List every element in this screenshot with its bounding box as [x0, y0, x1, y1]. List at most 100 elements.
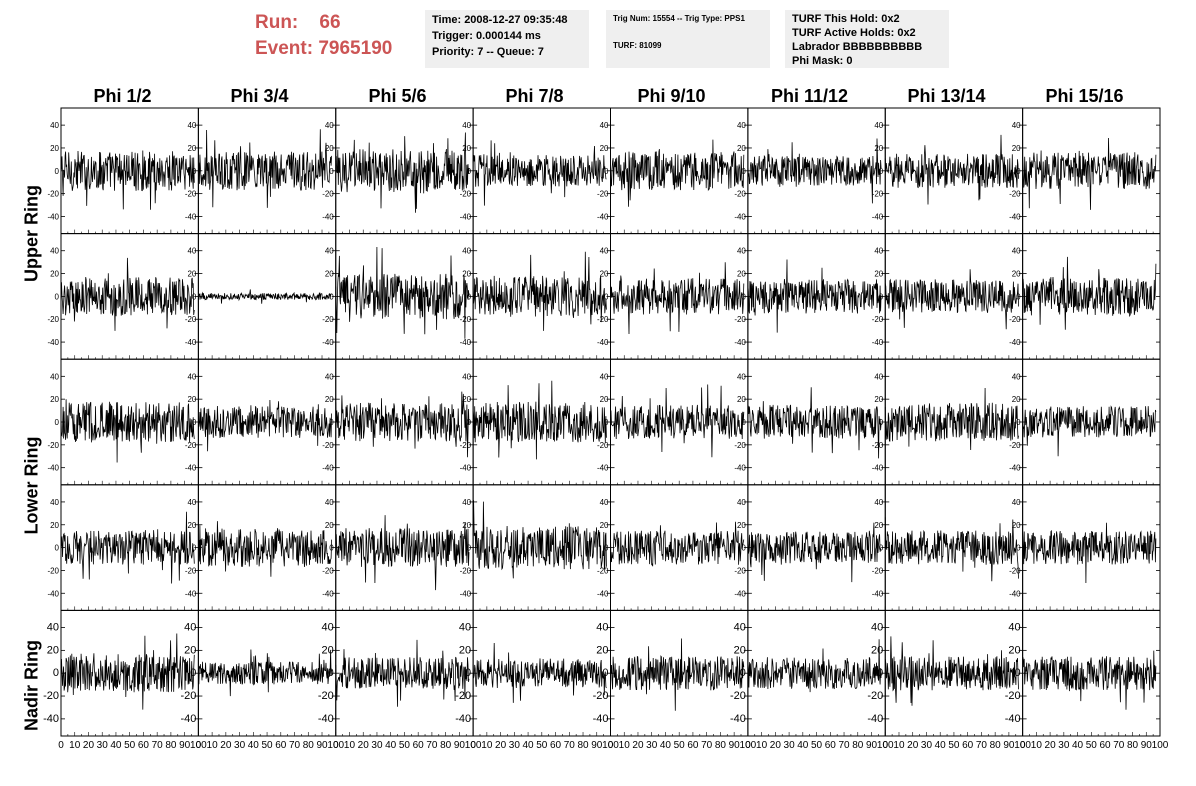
trig-num-text: Trig Num: 15554 -- Trig Type: PPS1	[613, 14, 745, 23]
y-tick-label-r0-c5-0: -40	[734, 212, 746, 221]
y-tick-label-r3-c0-3: 20	[50, 521, 59, 530]
y-tick-label-r3-c1-1: -20	[185, 566, 197, 575]
x-tick-label-c1-3: 30	[234, 740, 246, 751]
x-tick-label-c6-6: 60	[962, 740, 974, 751]
y-tick-label-r4-c4-0: -40	[593, 713, 609, 725]
y-tick-label-r2-c4-0: -40	[597, 464, 609, 473]
y-tick-label-r4-c0-3: 20	[47, 644, 59, 656]
y-tick-label-r2-c3-3: 20	[462, 395, 471, 404]
y-tick-label-r4-c0-2: 0	[53, 667, 59, 679]
y-tick-label-r2-c0-0: -40	[47, 464, 59, 473]
waveform-trace-r4-c5	[747, 639, 882, 693]
x-tick-label-c6-4: 40	[935, 740, 947, 751]
waveform-trace-r1-c1	[198, 289, 332, 304]
y-tick-label-r2-c6-1: -20	[872, 441, 884, 450]
y-tick-label-r2-c6-4: 40	[874, 372, 883, 381]
y-tick-label-r1-c0-3: 20	[50, 270, 59, 279]
x-tick-label-c3-2: 20	[495, 740, 507, 751]
x-tick-label-c3-6: 60	[550, 740, 562, 751]
y-tick-label-r1-c6-2: 0	[879, 292, 884, 301]
x-tick-label-c1-6: 60	[275, 740, 287, 751]
y-tick-label-r4-c6-1: -20	[867, 690, 883, 702]
y-tick-label-r1-c1-1: -20	[185, 315, 197, 324]
x-tick-label-c2-8: 80	[440, 740, 452, 751]
trig-info-box: Trig Num: 15554 -- Trig Type: PPS1 TURF:…	[606, 10, 770, 68]
waveform-trace-r0-c4	[610, 139, 745, 207]
y-tick-label-r1-c3-0: -40	[460, 338, 472, 347]
y-tick-label-r4-c5-1: -20	[730, 690, 746, 702]
waveform-trace-r4-c4	[610, 638, 745, 711]
x-tick-label-c1-1: 10	[207, 740, 219, 751]
y-tick-label-r1-c1-0: -40	[185, 338, 197, 347]
x-tick-label-c5-0: 0	[745, 740, 751, 751]
y-tick-label-r4-c6-0: -40	[867, 713, 883, 725]
y-tick-label-r2-c1-3: 20	[187, 395, 196, 404]
y-tick-label-r2-c2-3: 20	[325, 395, 334, 404]
y-tick-label-r2-c3-4: 40	[462, 372, 471, 381]
waveform-trace-r1-c7	[1022, 256, 1157, 330]
y-tick-label-r3-c5-0: -40	[734, 589, 746, 598]
y-tick-label-r3-c1-0: -40	[185, 589, 197, 598]
waveform-trace-r0-c7	[1022, 137, 1157, 210]
x-tick-label-c5-10: 100	[877, 740, 894, 751]
waveform-trace-r1-c0	[60, 257, 195, 331]
column-label-phi-3-4: Phi 3/4	[230, 86, 289, 106]
waveform-trace-r3-c4	[610, 521, 745, 567]
y-tick-label-r1-c4-2: 0	[604, 292, 609, 301]
y-tick-label-r1-c7-1: -20	[1009, 315, 1021, 324]
waveform-trace-r2-c3	[472, 380, 607, 460]
event-label: Event:	[255, 38, 314, 59]
y-tick-label-r3-c4-4: 40	[600, 498, 609, 507]
y-tick-label-r2-c5-1: -20	[734, 441, 746, 450]
x-tick-label-c1-0: 0	[196, 740, 202, 751]
y-tick-label-r1-c7-3: 20	[1012, 270, 1021, 279]
y-tick-label-r1-c3-4: 40	[462, 247, 471, 256]
priority-text: Priority: 7 -- Queue: 7	[432, 46, 544, 58]
x-tick-label-c3-8: 80	[577, 740, 589, 751]
y-tick-label-r4-c2-2: 0	[328, 667, 334, 679]
phi-mask-text: Phi Mask: 0	[792, 55, 853, 67]
y-tick-label-r4-c2-3: 20	[322, 644, 334, 656]
y-tick-label-r2-c5-2: 0	[741, 418, 746, 427]
x-tick-label-c2-2: 20	[358, 740, 370, 751]
y-tick-label-r0-c6-4: 40	[874, 121, 883, 130]
y-tick-label-r0-c2-1: -20	[322, 190, 334, 199]
y-tick-label-r3-c3-0: -40	[460, 589, 472, 598]
x-tick-label-c4-0: 0	[608, 740, 614, 751]
y-tick-label-r1-c2-2: 0	[329, 292, 334, 301]
x-tick-label-c0-9: 90	[179, 740, 191, 751]
x-tick-label-c1-8: 80	[303, 740, 315, 751]
y-tick-label-r3-c4-2: 0	[604, 544, 609, 553]
x-tick-label-c0-7: 70	[152, 740, 164, 751]
y-tick-label-r1-c4-1: -20	[597, 315, 609, 324]
waveform-trace-r3-c1	[198, 521, 332, 577]
y-tick-label-r3-c0-1: -20	[47, 566, 59, 575]
waveform-trace-r2-c7	[1022, 405, 1157, 457]
y-tick-label-r2-c7-4: 40	[1012, 372, 1021, 381]
y-tick-label-r2-c3-2: 0	[467, 418, 472, 427]
y-tick-label-r1-c2-0: -40	[322, 338, 334, 347]
y-tick-label-r0-c4-3: 20	[600, 144, 609, 153]
x-tick-label-c7-0: 0	[1020, 740, 1026, 751]
y-tick-label-r0-c2-3: 20	[325, 144, 334, 153]
x-tick-label-c2-7: 70	[426, 740, 438, 751]
x-tick-label-c4-5: 50	[674, 740, 686, 751]
y-tick-label-r2-c0-3: 20	[50, 395, 59, 404]
x-tick-label-c6-9: 90	[1003, 740, 1015, 751]
y-tick-label-r0-c2-4: 40	[325, 121, 334, 130]
x-tick-label-c7-2: 20	[1045, 740, 1057, 751]
y-tick-label-r2-c1-2: 0	[192, 418, 197, 427]
x-tick-label-c3-5: 50	[536, 740, 548, 751]
x-tick-label-c6-3: 30	[921, 740, 933, 751]
y-tick-label-r0-c6-2: 0	[879, 167, 884, 176]
x-tick-label-c5-1: 10	[756, 740, 768, 751]
y-tick-label-r2-c6-0: -40	[872, 464, 884, 473]
y-tick-label-r2-c0-4: 40	[50, 372, 59, 381]
y-tick-label-r1-c2-4: 40	[325, 247, 334, 256]
x-tick-label-c3-0: 0	[470, 740, 476, 751]
column-label-phi-11-12: Phi 11/12	[770, 86, 849, 106]
y-tick-label-r4-c1-2: 0	[190, 667, 196, 679]
x-tick-label-c1-2: 20	[220, 740, 232, 751]
y-tick-label-r1-c2-1: -20	[322, 315, 334, 324]
